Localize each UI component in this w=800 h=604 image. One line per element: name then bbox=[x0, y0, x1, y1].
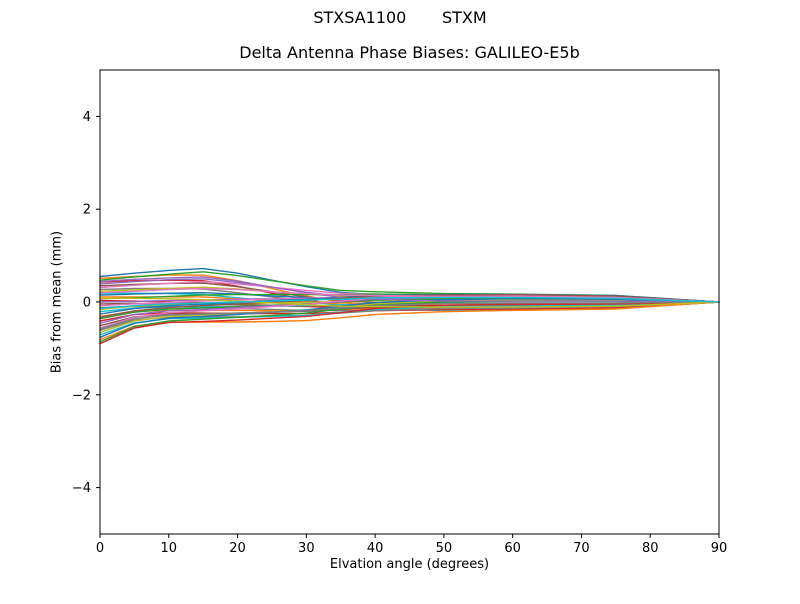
y-tick-label: 4 bbox=[83, 110, 91, 125]
series-line-39 bbox=[99, 297, 720, 308]
x-tick-label: 70 bbox=[573, 541, 590, 556]
series-line-40 bbox=[99, 296, 720, 310]
y-tick-label: 2 bbox=[83, 203, 91, 218]
x-tick-label: 40 bbox=[367, 541, 384, 556]
y-axis-label: Bias from mean (mm) bbox=[49, 230, 65, 374]
x-axis-label: Elvation angle (degrees) bbox=[329, 557, 490, 572]
y-tick-label: −2 bbox=[72, 388, 91, 403]
x-tick-label: 90 bbox=[711, 541, 728, 556]
series-line-37 bbox=[99, 287, 720, 303]
series-line-38 bbox=[99, 301, 720, 330]
axes-title: Delta Antenna Phase Biases: GALILEO-E5b bbox=[239, 43, 580, 62]
series-line-35 bbox=[99, 276, 720, 303]
x-tick-label: 60 bbox=[504, 541, 521, 556]
x-tick-label: 30 bbox=[298, 541, 315, 556]
y-tick-label: 0 bbox=[83, 296, 91, 311]
series-line-19 bbox=[99, 299, 720, 311]
x-tick-label: 20 bbox=[229, 541, 246, 556]
y-tick-label: −4 bbox=[72, 481, 91, 496]
series-line-34 bbox=[99, 301, 720, 345]
x-tick-label: 10 bbox=[161, 541, 178, 556]
x-tick-label: 80 bbox=[642, 541, 659, 556]
series-line-31 bbox=[99, 298, 720, 338]
x-tick-label: 50 bbox=[436, 541, 453, 556]
figure-suptitle: STXSA1100 STXM bbox=[313, 8, 487, 27]
x-tick-label: 0 bbox=[96, 541, 104, 556]
